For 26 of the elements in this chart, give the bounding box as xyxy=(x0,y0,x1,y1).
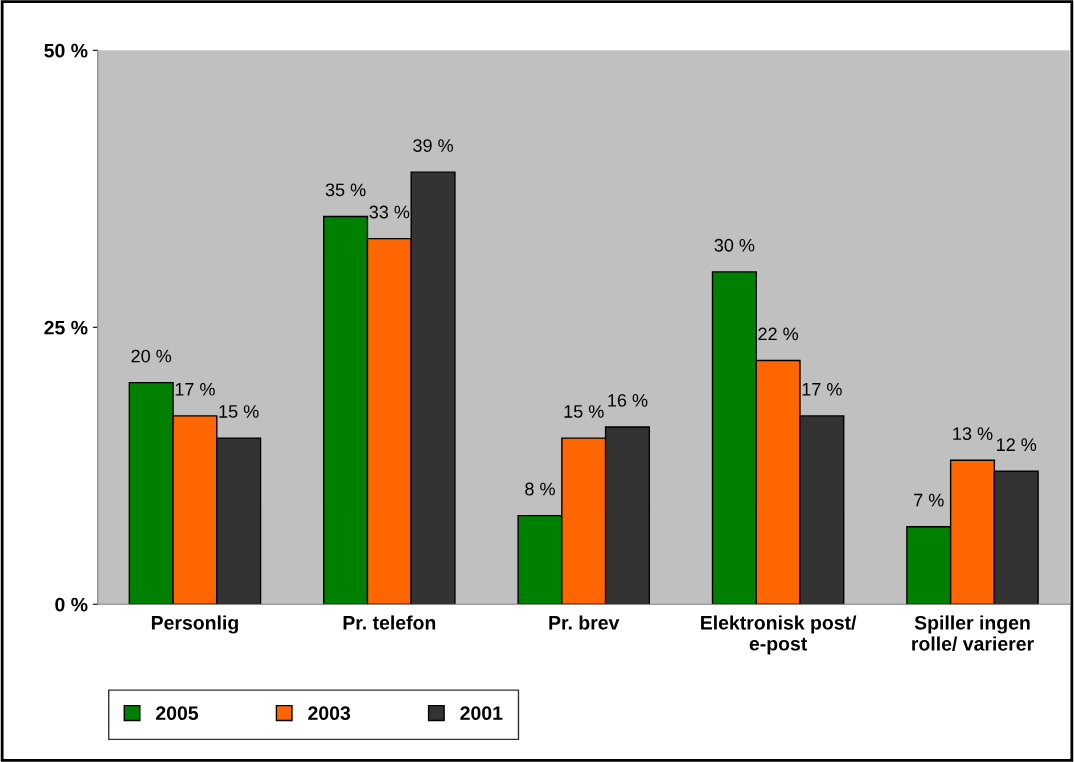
data-label: 17 % xyxy=(175,382,215,396)
data-label: 35 % xyxy=(325,183,366,197)
data-label: 17 % xyxy=(802,382,842,396)
x-tick-label: Elektronisk post/ e-post xyxy=(701,615,857,655)
x-tick-label: Pr. telefon xyxy=(343,615,436,630)
data-label: 15 % xyxy=(219,405,259,418)
data-label: 12 % xyxy=(997,438,1037,452)
data-label: 33 % xyxy=(369,205,410,219)
y-tick-label: 25 % xyxy=(44,320,88,335)
y-tick-label: 0 % xyxy=(55,597,88,612)
data-label: 8 % xyxy=(525,482,555,496)
data-label: 16 % xyxy=(608,393,648,407)
data-label: 15 % xyxy=(564,405,604,418)
x-tick-label: Personlig xyxy=(151,615,238,634)
data-label: 13 % xyxy=(953,427,993,440)
legend-label: 2001 xyxy=(460,706,503,721)
legend-label: 2005 xyxy=(156,706,199,721)
data-label: 22 % xyxy=(758,327,799,341)
x-tick-label: Pr. brev xyxy=(549,615,620,630)
x-tick-label: Spiller ingen rolle/ varierer xyxy=(912,615,1034,651)
data-label: 39 % xyxy=(413,139,453,152)
legend-label: 2003 xyxy=(308,706,351,721)
y-tick-label: 50 % xyxy=(44,43,88,58)
data-label: 30 % xyxy=(714,238,755,252)
data-label: 20 % xyxy=(131,349,172,363)
data-label: 7 % xyxy=(914,493,944,507)
